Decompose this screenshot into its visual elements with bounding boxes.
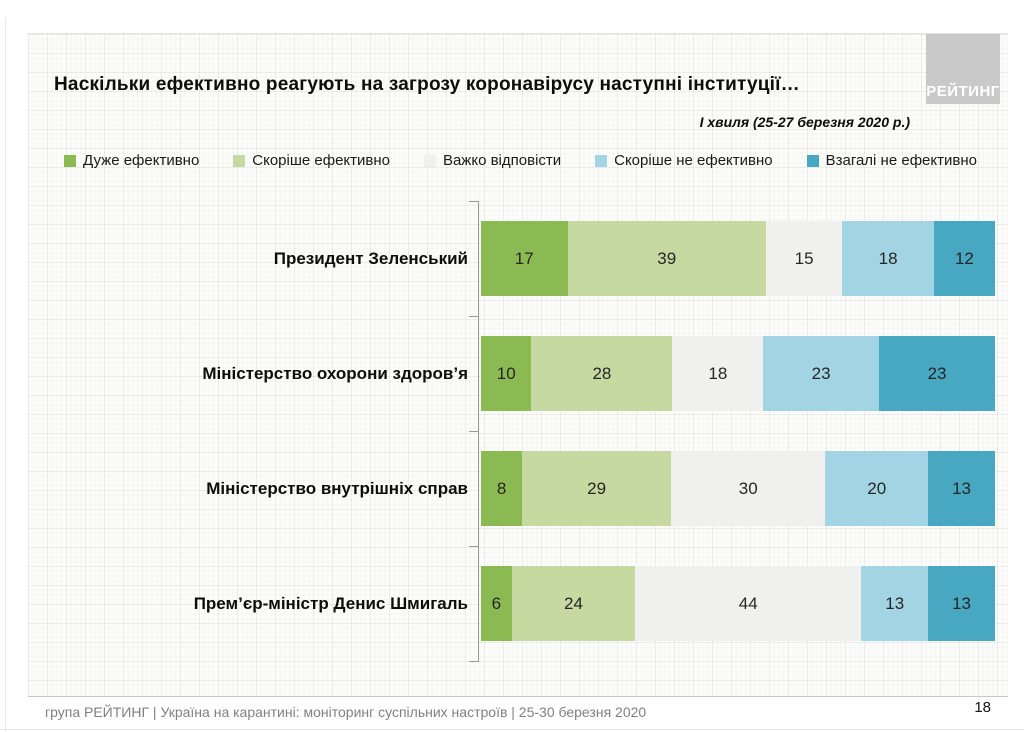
bar-segment: 23 bbox=[763, 336, 880, 411]
legend-item: Важко відповісти bbox=[423, 152, 562, 169]
page-number: 18 bbox=[974, 699, 991, 716]
bar-stack: 17 39 15 18 12 bbox=[481, 221, 995, 296]
category-label: Президент Зеленський bbox=[273, 248, 468, 268]
bar-segment: 44 bbox=[635, 566, 862, 641]
legend-label: Скоріше не ефективно bbox=[614, 152, 773, 169]
slide-background: Наскільки ефективно реагують на загрозу … bbox=[28, 33, 1008, 697]
segment-value: 15 bbox=[794, 248, 814, 268]
segment-value: 13 bbox=[952, 593, 972, 613]
legend-item: Взагалі не ефективно bbox=[806, 152, 977, 169]
segment-value: 20 bbox=[867, 478, 887, 498]
segment-value: 44 bbox=[738, 593, 758, 613]
axis-tick bbox=[469, 316, 478, 317]
bar-segment: 29 bbox=[522, 451, 672, 526]
segment-value: 18 bbox=[878, 248, 898, 268]
axis-tick bbox=[469, 661, 478, 662]
page-title: Наскільки ефективно реагують на загрозу … bbox=[54, 74, 800, 95]
segment-value: 23 bbox=[811, 363, 831, 383]
wave-subtitle: І хвиля (25-27 березня 2020 р.) bbox=[699, 114, 910, 130]
axis-tick bbox=[469, 546, 478, 547]
bar-segment: 10 bbox=[481, 336, 532, 411]
segment-value: 30 bbox=[738, 478, 758, 498]
legend-item: Дуже ефективно bbox=[64, 152, 199, 169]
legend-label: Скоріше ефективно bbox=[252, 152, 390, 169]
bar-segment: 15 bbox=[765, 221, 843, 296]
category-label: Міністерство внутрішніх справ bbox=[206, 478, 468, 498]
bar-segment: 12 bbox=[933, 221, 995, 296]
chart-row: Міністерство внутрішніх справ 8 29 30 20 13 bbox=[28, 431, 995, 546]
bar-segment: 20 bbox=[825, 451, 929, 526]
legend-swatch-icon bbox=[64, 154, 76, 167]
chart-row: Президент Зеленський 17 39 15 18 12 bbox=[28, 201, 995, 316]
segment-value: 17 bbox=[514, 248, 534, 268]
segment-value: 39 bbox=[657, 248, 677, 268]
category-label: Міністерство охорони здоров’я bbox=[202, 363, 468, 383]
bar-segment: 13 bbox=[928, 566, 995, 641]
bar-segment: 17 bbox=[481, 221, 568, 296]
segment-value: 8 bbox=[496, 478, 507, 498]
bar-segment: 13 bbox=[861, 566, 929, 641]
slide-edge-line bbox=[5, 18, 6, 732]
rating-logo-text: РЕЙТИНГ bbox=[926, 83, 1000, 100]
category-label: Прем’єр-міністр Денис Шмигаль bbox=[193, 593, 468, 613]
legend-item: Скоріше ефективно bbox=[233, 152, 390, 169]
category-axis-line bbox=[469, 201, 479, 662]
bar-segment: 30 bbox=[671, 451, 826, 526]
chart-legend: Дуже ефективно Скоріше ефективно Важко в… bbox=[64, 152, 977, 169]
stacked-bar-chart: Президент Зеленський 17 39 15 18 12 Міністерст… bbox=[28, 201, 995, 662]
legend-swatch-icon bbox=[595, 154, 608, 167]
bar-stack: 10 28 18 23 23 bbox=[481, 336, 995, 411]
segment-value: 23 bbox=[927, 363, 947, 383]
segment-value: 13 bbox=[952, 478, 971, 498]
bar-segment: 23 bbox=[879, 336, 995, 411]
axis-tick bbox=[469, 431, 478, 432]
legend-label: Важко відповісти bbox=[442, 152, 562, 169]
segment-value: 12 bbox=[954, 248, 974, 268]
segment-value: 18 bbox=[708, 363, 728, 383]
chart-rows: Президент Зеленський 17 39 15 18 12 Міністерст… bbox=[28, 201, 995, 661]
legend-label: Взагалі не ефективно bbox=[825, 152, 977, 169]
bottom-edge-line bbox=[0, 729, 1024, 730]
bar-segment: 24 bbox=[511, 566, 636, 641]
legend-swatch-icon bbox=[233, 154, 246, 167]
chart-row: Міністерство охорони здоров’я 10 28 18 23 23 bbox=[28, 316, 995, 431]
bar-segment: 39 bbox=[567, 221, 766, 296]
footer-source-text: група РЕЙТИНГ | Україна на карантині: мо… bbox=[45, 704, 647, 720]
bar-stack: 8 29 30 20 13 bbox=[481, 451, 995, 526]
segment-value: 6 bbox=[491, 593, 502, 613]
segment-value: 24 bbox=[564, 593, 583, 613]
bar-segment: 18 bbox=[672, 336, 764, 411]
chart-row: Прем’єр-міністр Денис Шмигаль 6 24 44 13 13 bbox=[28, 546, 995, 661]
legend-item: Скоріше не ефективно bbox=[595, 152, 773, 169]
bar-segment: 13 bbox=[928, 451, 995, 526]
legend-swatch-icon bbox=[423, 154, 436, 167]
axis-tick bbox=[469, 201, 478, 202]
legend-label: Дуже ефективно bbox=[83, 152, 200, 169]
segment-value: 10 bbox=[496, 363, 516, 383]
bar-segment: 28 bbox=[531, 336, 673, 411]
segment-value: 28 bbox=[592, 363, 612, 383]
bar-segment: 8 bbox=[481, 451, 523, 526]
segment-value: 29 bbox=[587, 478, 607, 498]
segment-value: 13 bbox=[885, 593, 905, 613]
rating-logo: РЕЙТИНГ bbox=[926, 34, 1000, 104]
bar-segment: 6 bbox=[481, 566, 512, 641]
bar-stack: 6 24 44 13 13 bbox=[481, 566, 995, 641]
bar-segment: 18 bbox=[842, 221, 934, 296]
legend-swatch-icon bbox=[806, 154, 819, 167]
